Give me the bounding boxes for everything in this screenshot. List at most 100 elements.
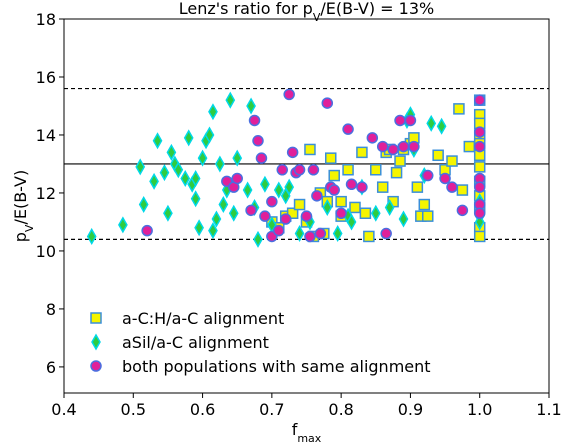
circle-point [141, 224, 153, 237]
diamond-point [322, 198, 333, 216]
square-point [293, 198, 306, 211]
diamond-point [218, 196, 229, 214]
circle-point [456, 204, 469, 217]
circle-point [273, 224, 285, 237]
circle-point [345, 178, 358, 191]
diamond-point [190, 169, 201, 187]
circle-point [404, 114, 417, 127]
circle-point [283, 88, 295, 101]
diamond-point [173, 161, 184, 179]
square-point [335, 195, 347, 208]
diamond-point [159, 164, 170, 182]
circle-point [231, 172, 243, 185]
square-point [356, 146, 368, 159]
diamond-point [332, 225, 343, 243]
circle-point [314, 227, 327, 240]
circle-point [311, 190, 323, 202]
chart-title-part: Lenz's ratio for p [179, 0, 313, 18]
diamond-point [273, 181, 284, 199]
square-point [325, 152, 337, 164]
circle-point [473, 140, 486, 153]
y-tick-label: 8 [46, 300, 56, 319]
square-point [328, 169, 340, 182]
chart-title-part: V [313, 11, 321, 24]
square-point [411, 181, 424, 193]
diamond-point [86, 227, 97, 245]
x-axis-label-part: f [292, 420, 298, 439]
x-tick-label: 0.6 [190, 400, 215, 419]
diamond-point [242, 181, 253, 199]
circle-point [300, 210, 313, 222]
circle-point [335, 207, 347, 219]
circle-point [276, 164, 288, 176]
circle-point [387, 143, 399, 156]
square-point [363, 230, 375, 243]
y-tick-label: 18 [36, 10, 56, 29]
square-point [394, 155, 406, 167]
diamond-point [246, 97, 256, 115]
diamond-point [208, 103, 218, 121]
x-axis-label-part: max [297, 432, 321, 443]
legend-label: both populations with same alignment [122, 357, 431, 376]
circle-point [376, 140, 389, 153]
circle-point [255, 152, 268, 164]
circle-point [266, 195, 278, 208]
square-point [463, 140, 476, 153]
y-axis-label: pV/E(B-V) [11, 170, 36, 242]
diamond-point [260, 175, 270, 193]
circle-point [473, 94, 486, 106]
diamond-point [294, 225, 305, 243]
y-axis-label-part: /E(B-V) [11, 170, 30, 225]
diamond-point [370, 204, 381, 222]
circle-point [286, 146, 299, 159]
square-point [418, 198, 431, 211]
legend-label: a-C:H/a-C alignment [122, 309, 284, 328]
diamond-point [135, 158, 146, 176]
diamond-point [232, 149, 243, 167]
circle-point [321, 97, 334, 109]
circle-point [90, 360, 102, 372]
diamond-point [284, 178, 295, 196]
diamond-point [118, 216, 128, 234]
diamond-point [166, 143, 177, 161]
circle-point [248, 114, 261, 127]
square-point [432, 149, 444, 162]
diamond-point [253, 230, 263, 248]
x-tick-label: 0.8 [328, 400, 353, 419]
y-tick-label: 14 [36, 126, 56, 145]
x-tick-label: 0.4 [51, 400, 76, 419]
circle-point [342, 123, 354, 135]
diamond-point [398, 210, 409, 228]
diamond-point [426, 114, 437, 132]
diamond-point [91, 333, 101, 351]
square-point [349, 201, 361, 214]
diamond-point [149, 172, 159, 190]
diamond-point [208, 222, 218, 240]
diamond-point [190, 190, 201, 208]
square-point [456, 184, 469, 196]
square-point [422, 210, 434, 222]
square-point [473, 230, 486, 243]
square-point [453, 103, 465, 115]
circle-point [304, 230, 316, 243]
square-point [286, 207, 299, 219]
circle-point [293, 164, 306, 176]
circle-point [307, 164, 320, 176]
circle-point [328, 184, 340, 196]
diamond-point [197, 149, 208, 167]
y-tick-label: 10 [36, 242, 56, 261]
circle-point [279, 213, 292, 225]
x-tick-label: 1.0 [467, 400, 492, 419]
diamond-point [215, 155, 225, 173]
square-point [342, 164, 354, 176]
circle-point [473, 181, 486, 193]
x-axis-label: fmax [292, 420, 322, 443]
square-point [90, 312, 102, 324]
diamond-point [152, 132, 163, 150]
y-axis-label-part: p [11, 232, 30, 242]
square-point [473, 161, 486, 173]
circle-point [252, 135, 264, 147]
circle-point [380, 227, 392, 240]
diamond-point [436, 117, 447, 135]
